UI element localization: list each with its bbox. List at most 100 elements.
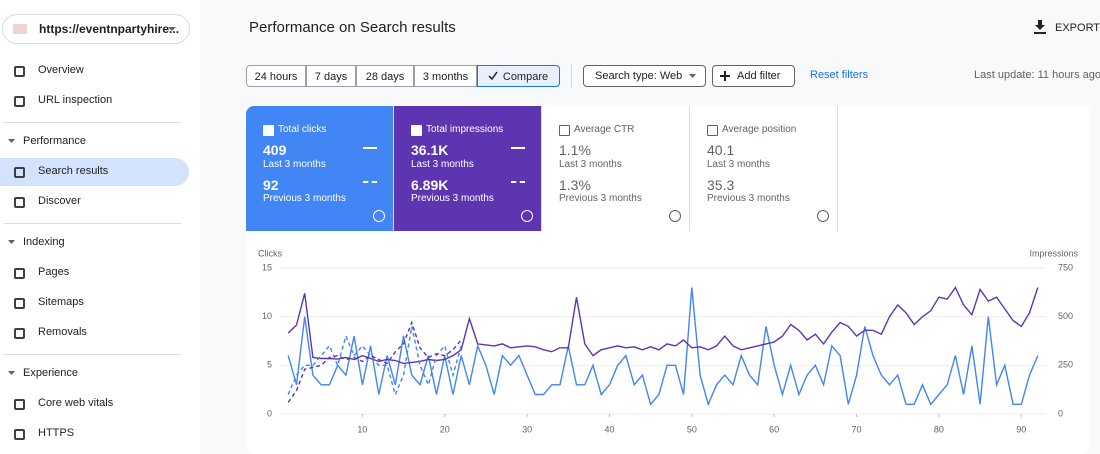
y-tick-label: 0 <box>267 408 272 418</box>
property-url: https://eventnpartyhire... <box>39 22 180 36</box>
dropdown-icon <box>689 74 696 78</box>
page-title: Performance on Search results <box>249 19 456 36</box>
metric-card[interactable]: Average CTR 1.1% Last 3 months 1.3% Previous… <box>542 106 690 231</box>
metric-period: Last 3 months <box>559 159 622 170</box>
metric-period: Previous 3 months <box>263 193 346 204</box>
series-line <box>287 320 462 403</box>
series-line <box>287 286 1039 365</box>
series-line <box>287 287 1039 407</box>
metric-period: Last 3 months <box>707 159 770 170</box>
solid-legend <box>363 147 377 149</box>
range-button[interactable]: Compare <box>477 65 560 87</box>
collapse-icon <box>8 139 15 143</box>
metric-value: 1.1% <box>559 142 591 158</box>
collapse-icon <box>8 240 15 244</box>
nav-icon <box>14 298 25 309</box>
series-line <box>287 326 462 397</box>
check-icon <box>488 71 498 81</box>
checkbox <box>263 125 274 136</box>
nav-section[interactable]: Performance <box>23 135 86 147</box>
metric-previous: 92 <box>263 177 279 193</box>
y-tick-label: 15 <box>262 262 272 272</box>
x-tick-label: 20 <box>440 424 450 434</box>
dashed-legend <box>511 181 525 183</box>
range-button[interactable]: 7 days <box>306 65 356 87</box>
nav-icon <box>14 197 25 208</box>
export-icon <box>1034 20 1046 34</box>
nav-item[interactable]: Removals <box>38 326 87 338</box>
property-selector[interactable]: https://eventnpartyhire... <box>2 14 190 44</box>
nav-active <box>0 158 189 186</box>
y-axis-label: Clicks <box>258 248 282 258</box>
help-icon <box>669 210 681 222</box>
sidebar: https://eventnpartyhire... Overview URL i… <box>0 0 200 454</box>
nav-item[interactable]: Search results <box>38 165 109 177</box>
nav-icon <box>14 399 25 410</box>
range-button[interactable]: 3 months <box>414 65 477 87</box>
x-tick-label: 30 <box>522 424 532 434</box>
plus-icon <box>720 71 730 81</box>
metric-period: Previous 3 months <box>411 193 494 204</box>
metric-previous: 1.3% <box>559 177 591 193</box>
y-tick-label: 10 <box>262 311 272 321</box>
metric-period: Previous 3 months <box>559 193 642 204</box>
divider <box>4 354 181 355</box>
metric-value: 36.1K <box>411 142 449 158</box>
checkbox <box>707 125 718 136</box>
favicon <box>13 24 27 34</box>
reset-filters[interactable]: Reset filters <box>810 69 869 81</box>
add-filter[interactable]: Add filter <box>712 65 795 87</box>
x-tick-label: 90 <box>1016 424 1026 434</box>
nav-item[interactable]: Overview <box>38 64 84 76</box>
help-icon <box>373 210 385 222</box>
range-button[interactable]: 28 days <box>356 65 414 87</box>
solid-legend <box>511 147 525 149</box>
nav-item[interactable]: Discover <box>38 195 81 207</box>
x-tick-label: 80 <box>934 424 944 434</box>
metric-card[interactable]: Average position 40.1 Last 3 months 35.3 Pre… <box>690 106 838 231</box>
metric-label: Average CTR <box>574 124 635 135</box>
nav-item[interactable]: HTTPS <box>38 427 75 439</box>
metric-period: Previous 3 months <box>707 193 790 204</box>
x-tick-label: 70 <box>852 424 862 434</box>
divider <box>571 64 572 88</box>
metric-card[interactable]: Total clicks 409 Last 3 months 92 Previous 3… <box>246 106 394 231</box>
y2-tick-label: 0 <box>1058 408 1063 418</box>
y2-tick-label: 750 <box>1058 262 1073 272</box>
metric-value: 409 <box>263 142 287 158</box>
nav-icon <box>14 268 25 279</box>
nav-section[interactable]: Experience <box>23 367 79 379</box>
metric-card[interactable]: Total impressions 36.1K Last 3 months 6.89K… <box>394 106 542 231</box>
search-type[interactable]: Search type: Web <box>583 65 706 87</box>
nav-icon <box>14 66 25 77</box>
divider <box>4 122 181 123</box>
metric-value: 40.1 <box>707 142 735 158</box>
nav-icon <box>14 429 25 440</box>
help-icon <box>817 210 829 222</box>
y2-tick-label: 500 <box>1058 311 1073 321</box>
export-button[interactable]: EXPORT <box>1055 22 1100 34</box>
dashed-legend <box>363 181 377 183</box>
x-tick-label: 60 <box>769 424 779 434</box>
y2-axis-label: Impressions <box>1029 248 1078 258</box>
x-tick-label: 50 <box>687 424 697 434</box>
metric-period: Last 3 months <box>263 159 326 170</box>
last-update: Last update: 11 hours ago <box>974 69 1100 81</box>
y2-tick-label: 250 <box>1058 360 1073 370</box>
nav-icon <box>14 167 25 178</box>
x-tick-label: 10 <box>357 424 367 434</box>
nav-item[interactable]: Sitemaps <box>38 296 84 308</box>
nav-icon <box>14 328 25 339</box>
chart: Clicks Impressions 0 5 10 15 0 250 500 750 10 20 3… <box>258 248 1079 434</box>
add-filter-label: Add filter <box>737 70 781 82</box>
checkbox <box>559 125 570 136</box>
metric-label: Total clicks <box>278 124 327 135</box>
nav-section[interactable]: Indexing <box>23 236 65 248</box>
nav-item[interactable]: Core web vitals <box>38 397 114 409</box>
nav-item[interactable]: Pages <box>38 266 70 278</box>
metric-label: Average position <box>722 124 797 135</box>
nav-item[interactable]: URL inspection <box>38 94 113 106</box>
metric-previous: 6.89K <box>411 177 449 193</box>
range-button[interactable]: 24 hours <box>246 65 306 87</box>
